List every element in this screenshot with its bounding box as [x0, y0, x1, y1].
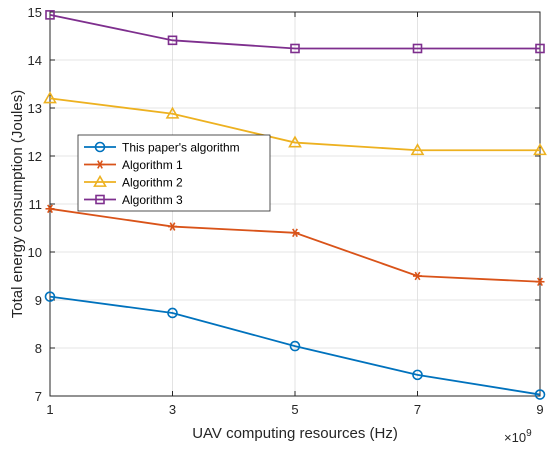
series-line	[49, 13, 540, 50]
data-point	[167, 307, 178, 319]
legend-entry-label: This paper's algorithm	[122, 141, 240, 155]
x-exponent-label: ×109	[504, 428, 532, 445]
y-tick-label: 14	[28, 53, 42, 68]
x-exponent-power: 9	[526, 428, 532, 439]
legend-entry-label: Algorithm 3	[122, 193, 183, 207]
legend-marker	[93, 174, 107, 187]
y-axis-label: Total energy consumption (Joules)	[9, 90, 26, 318]
legend-entry-label: Algorithm 2	[122, 176, 183, 190]
data-point	[533, 143, 547, 156]
x-tick-label: 5	[291, 402, 298, 417]
data-point	[290, 43, 300, 54]
x-tick-label: 3	[169, 402, 176, 417]
data-point	[45, 10, 55, 20]
data-point	[43, 91, 57, 104]
y-tick-label: 10	[28, 245, 42, 260]
data-point	[288, 135, 302, 148]
series-line	[49, 97, 540, 152]
series-3	[43, 91, 547, 156]
data-point	[44, 291, 56, 302]
series-4	[45, 10, 545, 54]
data-point	[290, 228, 300, 238]
y-tick-label: 9	[35, 293, 42, 308]
y-tick-label: 7	[35, 389, 42, 404]
x-exponent-base: ×10	[504, 430, 526, 445]
legend-marker	[95, 194, 105, 205]
legend-marker	[94, 141, 106, 153]
y-tick-label: 12	[28, 149, 42, 164]
y-tick-label: 15	[28, 5, 42, 20]
data-point	[168, 222, 177, 231]
data-point	[535, 43, 545, 54]
data-point	[167, 35, 178, 46]
legend-marker	[95, 160, 105, 169]
series-line	[49, 295, 541, 396]
x-axis-label: UAV computing resources (Hz)	[192, 425, 398, 442]
y-tick-label: 8	[35, 341, 42, 356]
data-point	[45, 204, 55, 214]
x-tick-label: 7	[414, 402, 421, 417]
data-point	[534, 389, 546, 400]
legend: This paper's algorithm Algorithm 1 Algorit…	[77, 134, 271, 212]
series-group	[43, 10, 547, 400]
series-2	[45, 204, 545, 287]
legend-entry-label: Algorithm 1	[122, 158, 183, 172]
data-point	[289, 340, 301, 352]
data-point	[412, 43, 423, 54]
data-point	[412, 369, 423, 381]
data-point	[413, 271, 422, 281]
data-point	[165, 106, 180, 119]
series-1	[44, 291, 546, 400]
data-point	[410, 143, 425, 156]
x-tick-label: 9	[536, 402, 543, 417]
data-point	[535, 277, 545, 287]
y-tick-label: 11	[29, 197, 43, 212]
x-tick-label: 1	[46, 402, 53, 417]
y-tick-label: 13	[28, 101, 42, 116]
